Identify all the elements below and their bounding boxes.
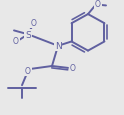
Text: O: O: [95, 0, 101, 9]
Text: O: O: [70, 64, 76, 73]
Text: O: O: [13, 37, 19, 46]
Text: O: O: [25, 67, 31, 76]
Text: S: S: [25, 30, 31, 39]
Text: N: N: [55, 42, 61, 51]
Text: O: O: [31, 19, 37, 28]
